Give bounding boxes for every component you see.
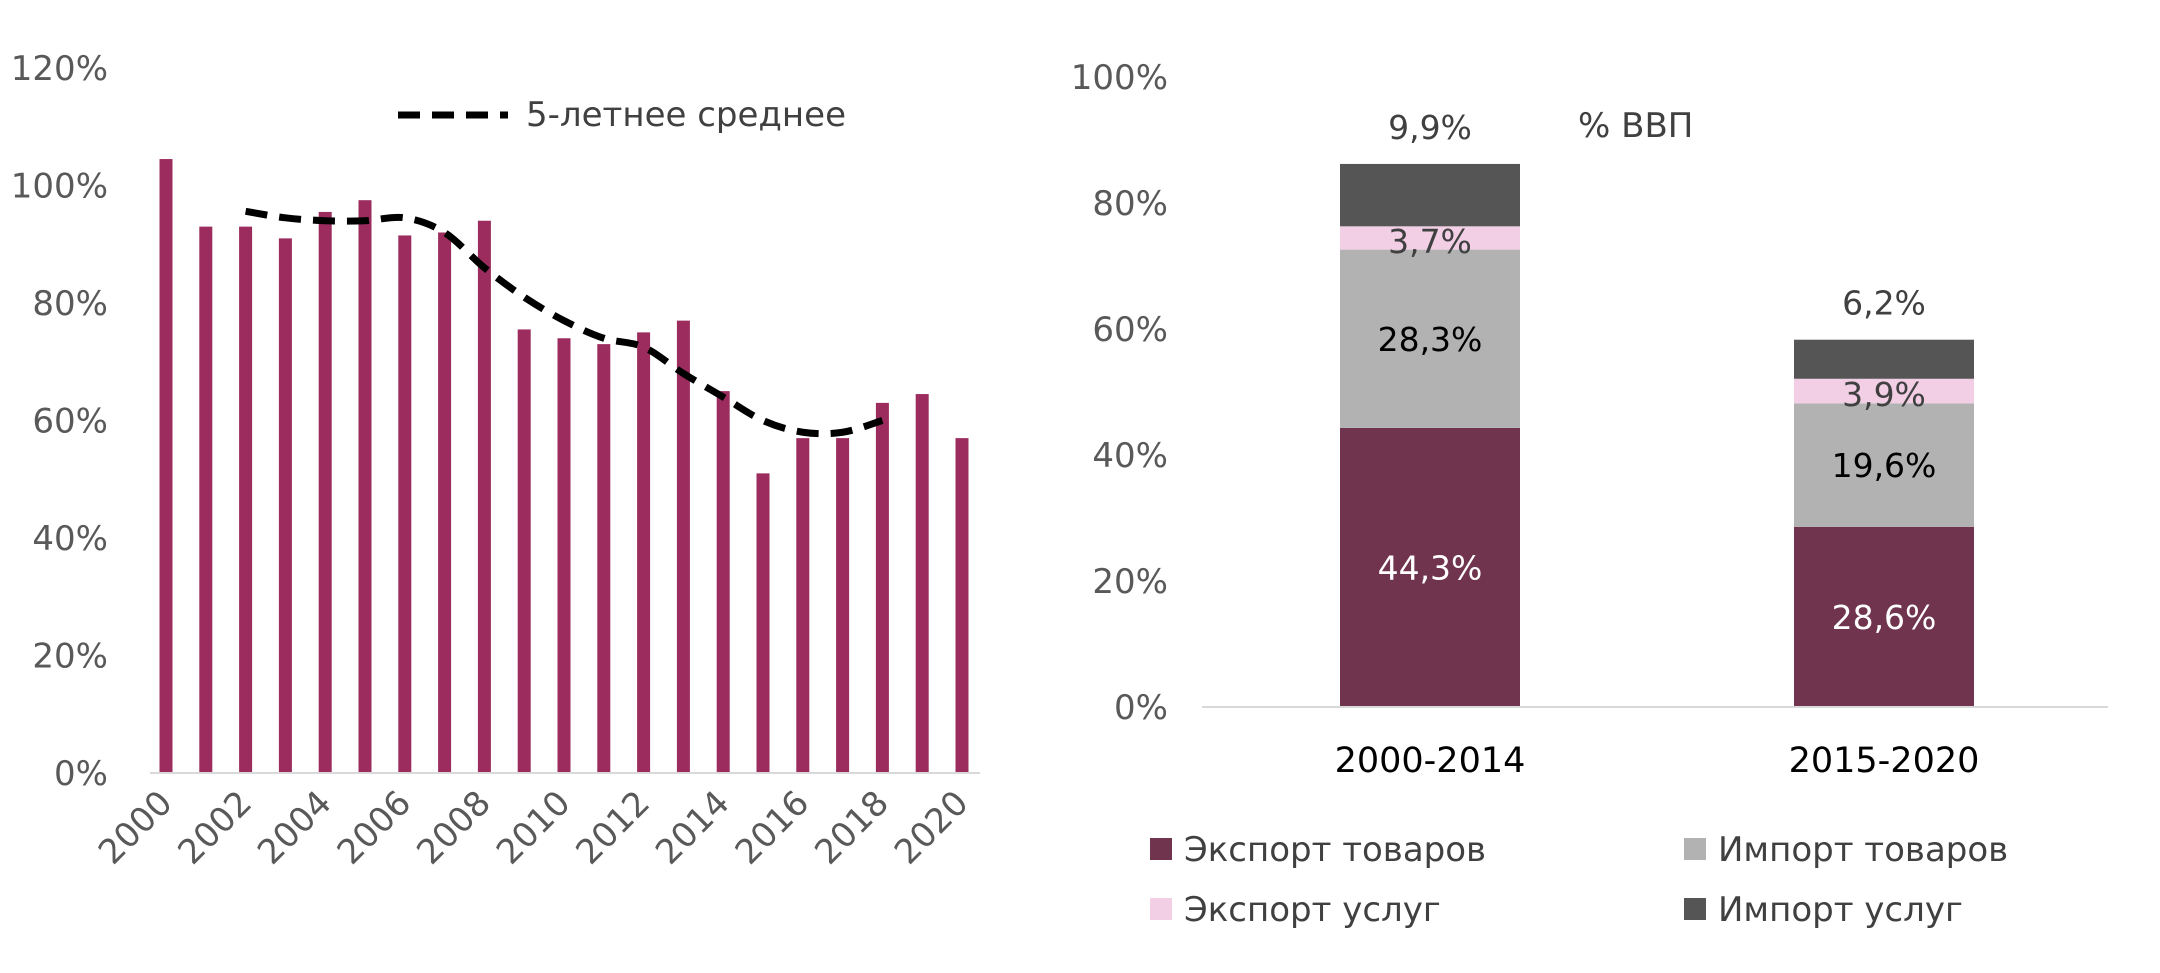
bar-2002 [239, 226, 253, 773]
legend-label: Импорт товаров [1718, 830, 2008, 870]
category-label: 2015-2020 [1789, 741, 1980, 781]
left-y-tick-label: 120% [11, 49, 108, 89]
category-label: 2000-2014 [1335, 741, 1526, 781]
bar-2017 [836, 438, 850, 773]
bar-2010 [557, 338, 571, 773]
bar-2004 [318, 211, 332, 773]
bar-2009 [517, 329, 531, 773]
right-y-axis-ticks: 0% 20% 40% 60% 80% 100% [1071, 58, 1168, 728]
gdp-annotation: % ВВП [1578, 106, 1693, 146]
left-x-tick-label: 2004 [250, 783, 339, 872]
left-y-tick-label: 40% [32, 519, 108, 559]
legend-label: Импорт услуг [1718, 890, 1963, 930]
bar-2001 [199, 226, 213, 773]
bar-2008 [477, 220, 491, 773]
left-x-axis-ticks: 2000200220042006200820102012201420162018… [91, 783, 976, 872]
segment-3-2 [1794, 378, 1974, 404]
segment-value-label: 3,9% [1842, 375, 1926, 414]
segment-value-label: 6,2% [1842, 284, 1926, 323]
left-y-tick-label: 80% [32, 284, 108, 324]
left-x-tick-label: 2020 [887, 783, 976, 872]
left-x-tick-label: 2010 [489, 783, 578, 872]
left-y-axis-ticks: 0% 20% 40% 60% 80% 100% 120% [11, 49, 108, 794]
left-x-tick-label: 2002 [170, 783, 259, 872]
left-x-tick-label: 2008 [409, 783, 498, 872]
left-x-tick-label: 2016 [728, 783, 817, 872]
segment-value-label: 9,9% [1388, 108, 1472, 147]
segment-3-1 [1340, 226, 1520, 250]
bar-2020 [955, 438, 969, 773]
right-y-tick-label: 0% [1114, 688, 1168, 728]
five-year-average-line [245, 207, 884, 438]
legend-swatch [1684, 838, 1706, 860]
right-y-tick-label: 80% [1092, 184, 1168, 224]
segment-1-2 [1794, 526, 1974, 707]
legend-label: Экспорт товаров [1184, 830, 1486, 870]
right-y-tick-label: 40% [1092, 436, 1168, 476]
left-y-tick-label: 20% [32, 637, 108, 677]
left-legend: 5-летнее среднее [398, 95, 846, 135]
left-chart: 0%20%40%60%80%100%120% 20002002200420062… [11, 49, 980, 873]
bar-2012 [637, 332, 651, 773]
left-y-tick-label: 0% [54, 754, 108, 794]
legend-label-average: 5-летнее среднее [526, 95, 846, 135]
bar-2014 [716, 391, 730, 773]
bar-2000 [159, 159, 173, 773]
left-x-tick-label: 2000 [91, 783, 180, 872]
legend-swatch [1684, 898, 1706, 920]
right-legend: Экспорт товаров Импорт товаров Экспорт усл… [1150, 830, 2008, 930]
bar-2011 [597, 344, 611, 773]
right-y-tick-label: 100% [1071, 58, 1168, 98]
bar-2013 [676, 320, 690, 773]
segment-1-1 [1340, 427, 1520, 707]
left-x-tick-label: 2012 [568, 783, 657, 872]
legend-swatch [1150, 898, 1172, 920]
bar-2006 [398, 235, 412, 773]
right-y-tick-label: 20% [1092, 562, 1168, 602]
bar-2016 [796, 438, 810, 773]
bar-2015 [756, 473, 770, 773]
segment-value-label: 19,6% [1832, 446, 1937, 485]
segment-value-label: 28,6% [1832, 598, 1937, 637]
segment-4-1 [1340, 163, 1520, 227]
right-stacked-bars: 44,3% 28,3% 3,7% 9,9% 28,6% 19,6% 3,9% 6,2% [1340, 108, 1974, 707]
left-x-tick-label: 2018 [807, 783, 896, 872]
bar-2007 [438, 232, 452, 773]
segment-4-2 [1794, 339, 1974, 379]
bar-2003 [278, 238, 292, 773]
legend-swatch [1150, 838, 1172, 860]
left-bars [159, 159, 969, 773]
left-y-tick-label: 100% [11, 167, 108, 207]
right-chart: 0% 20% 40% 60% 80% 100% 44,3% 28,3% 3,7% 9,9% 28,… [1071, 58, 2108, 930]
legend-label: Экспорт услуг [1184, 890, 1441, 930]
right-x-axis-categories: 2000-2014 2015-2020 [1335, 741, 1980, 781]
left-x-tick-label: 2006 [330, 783, 419, 872]
segment-value-label: 3,7% [1388, 222, 1472, 261]
segment-value-label: 44,3% [1378, 548, 1483, 587]
left-x-tick-label: 2014 [648, 783, 737, 872]
segment-value-label: 28,3% [1378, 320, 1483, 359]
left-y-tick-label: 60% [32, 402, 108, 442]
bar-2005 [358, 200, 372, 773]
bar-2019 [915, 394, 929, 773]
segment-2-1 [1340, 249, 1520, 428]
bar-2018 [875, 402, 889, 773]
right-y-tick-label: 60% [1092, 310, 1168, 350]
segment-2-2 [1794, 403, 1974, 527]
